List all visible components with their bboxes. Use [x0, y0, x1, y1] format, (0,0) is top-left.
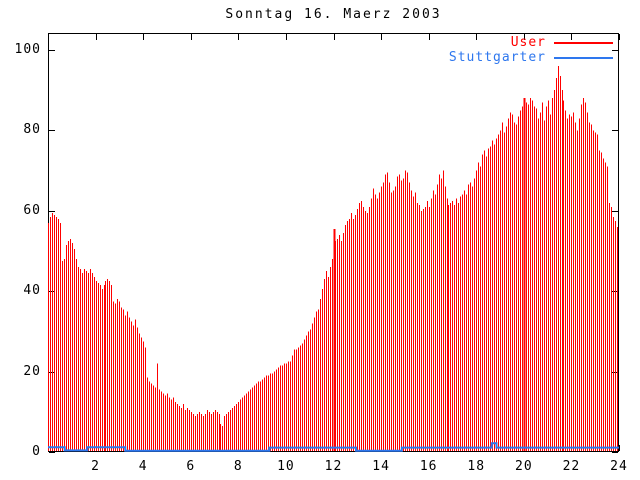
y-axis-tick-label: 20 [23, 363, 41, 379]
plot-area [48, 33, 620, 453]
y-axis-tick-label: 80 [23, 122, 41, 138]
x-axis-tick-label: 20 [515, 459, 533, 474]
x-axis-tick-label: 14 [372, 459, 390, 474]
legend-entry-user: User [511, 36, 613, 49]
x-axis-tick-label: 10 [277, 459, 295, 474]
x-axis-tick-label: 6 [186, 459, 196, 474]
x-axis-tick-label: 4 [138, 459, 148, 474]
x-axis-tick-label: 24 [610, 459, 628, 474]
legend-label: Stuttgarter [448, 50, 546, 65]
x-axis-tick-label: 18 [467, 459, 486, 474]
legend-entry-stuttgarter: Stuttgarter [449, 51, 613, 64]
x-axis-tick-label: 2 [91, 459, 100, 474]
line-series-stuttgarter [48, 442, 619, 452]
legend: User Stuttgarter [449, 36, 613, 64]
chart-title: Sonntag 16. Maerz 2003 [225, 7, 442, 22]
legend-line-sample [554, 56, 613, 59]
y-axis-tick-label: 0 [32, 444, 41, 459]
x-axis-tick-label: 12 [324, 459, 343, 474]
legend-label: User [510, 35, 546, 50]
x-axis-tick-label: 8 [233, 459, 243, 474]
y-axis-tick-label: 60 [23, 202, 41, 218]
x-axis-tick-label: 22 [562, 459, 581, 474]
y-axis-tick-label: 100 [14, 42, 41, 57]
legend-line-sample [554, 41, 613, 44]
bars-series-user [48, 66, 618, 451]
y-axis-tick-label: 40 [23, 283, 41, 299]
x-axis-tick-label: 16 [419, 459, 438, 474]
